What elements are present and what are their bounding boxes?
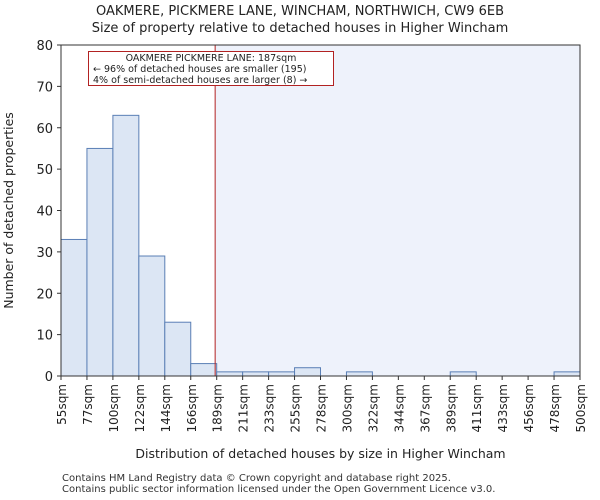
x-tick-label: 100sqm <box>107 384 121 432</box>
x-tick-label: 300sqm <box>340 384 354 432</box>
bar <box>60 238 88 377</box>
x-tick-label: 233sqm <box>263 384 277 432</box>
y-tick-label: 40 <box>36 205 53 220</box>
y-axis-label: Number of detached properties <box>1 112 16 309</box>
bar <box>112 114 140 377</box>
x-tick-label: 411sqm <box>470 384 484 432</box>
bar <box>345 371 373 377</box>
x-tick-label: 389sqm <box>444 384 458 432</box>
x-tick-label: 500sqm <box>574 384 588 432</box>
x-tick-label: 278sqm <box>315 384 329 432</box>
x-tick-label: 211sqm <box>237 384 251 432</box>
y-tick-label: 20 <box>36 287 53 302</box>
bar <box>268 371 296 377</box>
annotation-line3: 4% of semi-detached houses are larger (8… <box>93 75 308 86</box>
y-tick-label: 80 <box>36 39 53 54</box>
bar <box>294 367 321 377</box>
x-tick-label: 77sqm <box>81 384 95 425</box>
y-tick-label: 70 <box>36 80 53 95</box>
y-tick-label: 30 <box>36 246 53 261</box>
x-tick-label: 122sqm <box>133 384 147 432</box>
x-tick-label: 189sqm <box>211 384 225 432</box>
x-tick-label: 433sqm <box>496 384 510 432</box>
x-tick-label: 367sqm <box>418 384 432 432</box>
annotation-line2: ← 96% of detached houses are smaller (19… <box>93 64 307 75</box>
x-tick-label: 255sqm <box>289 384 303 432</box>
highlight-region <box>215 45 580 376</box>
x-tick-label: 144sqm <box>159 384 173 432</box>
bar <box>190 363 218 377</box>
property-annotation-box: OAKMERE PICKMERE LANE: 187sqm ← 96% of d… <box>88 51 334 86</box>
y-tick-label: 60 <box>36 122 53 137</box>
x-tick-label: 456sqm <box>522 384 536 432</box>
footer-line1: Contains HM Land Registry data © Crown c… <box>62 473 451 484</box>
bar <box>164 321 192 377</box>
x-tick-label: 322sqm <box>366 384 380 432</box>
annotation-line1: OAKMERE PICKMERE LANE: 187sqm <box>125 53 297 64</box>
x-tick-label: 344sqm <box>392 384 406 432</box>
bar <box>242 371 270 377</box>
footer-line2: Contains public sector information licen… <box>62 484 496 495</box>
x-tick-label: 55sqm <box>55 384 69 425</box>
bar <box>86 147 114 377</box>
bar <box>553 371 581 377</box>
chart-title-line2: Size of property relative to detached ho… <box>91 21 509 36</box>
bar <box>138 255 166 377</box>
x-tick-label: 166sqm <box>185 384 199 432</box>
y-tick-label: 50 <box>36 163 53 178</box>
chart-title-line1: OAKMERE, PICKMERE LANE, WINCHAM, NORTHWI… <box>95 4 505 19</box>
y-tick-label: 0 <box>45 370 53 385</box>
bar <box>216 371 244 377</box>
x-tick-label: 478sqm <box>548 384 562 432</box>
y-tick-label: 10 <box>36 329 53 344</box>
bar <box>449 371 477 377</box>
x-axis-label: Distribution of detached houses by size … <box>135 446 505 461</box>
